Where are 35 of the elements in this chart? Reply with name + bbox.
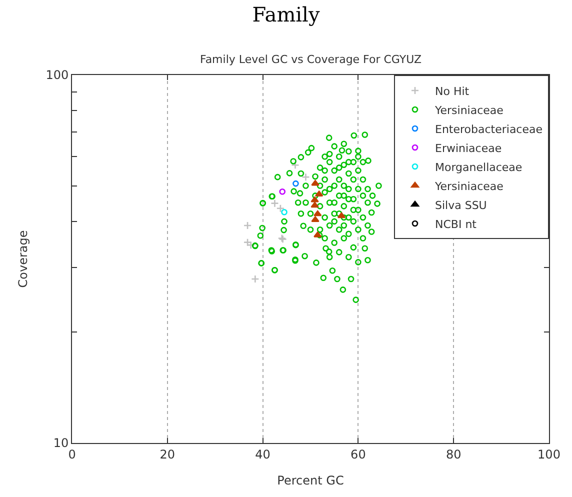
legend-label: No Hit [435, 84, 470, 98]
legend-label: Yersiniaceae [434, 180, 504, 193]
point [291, 160, 300, 170]
point [251, 274, 260, 284]
chart-title: Family [252, 2, 320, 26]
x-tick-label: 60 [350, 447, 366, 462]
legend-label: Yersiniaceae [434, 104, 504, 117]
x-axis-title: Percent GC [277, 473, 344, 488]
legend-label: Erwiniaceae [435, 142, 502, 155]
legend-label: Enterobacteriaceae [435, 122, 543, 136]
point [246, 240, 256, 250]
x-tick-label: 80 [446, 447, 462, 462]
y-axis-title: Coverage [16, 230, 30, 288]
point [311, 216, 320, 222]
x-tick-label: 20 [160, 447, 176, 462]
point [281, 208, 288, 216]
point [314, 210, 322, 216]
legend-label: Silva SSU [435, 198, 487, 212]
x-tick-label: 40 [255, 447, 270, 462]
point [243, 238, 252, 246]
point [310, 202, 319, 208]
point [337, 212, 346, 218]
point [292, 180, 299, 187]
legend-label: Morganellaceae [435, 160, 522, 174]
point [314, 232, 322, 238]
x-tick-label: 0 [68, 447, 76, 462]
point [279, 188, 286, 195]
chart-subtitle: Family Level GC vs Coverage For CGYUZ [200, 53, 422, 66]
point [302, 172, 310, 182]
x-tick-label: 100 [538, 447, 560, 462]
point [310, 196, 319, 202]
legend-label: NCBI nt [435, 218, 478, 231]
point [243, 221, 252, 230]
point [311, 180, 320, 186]
y-tick-label: 10 [53, 436, 69, 450]
